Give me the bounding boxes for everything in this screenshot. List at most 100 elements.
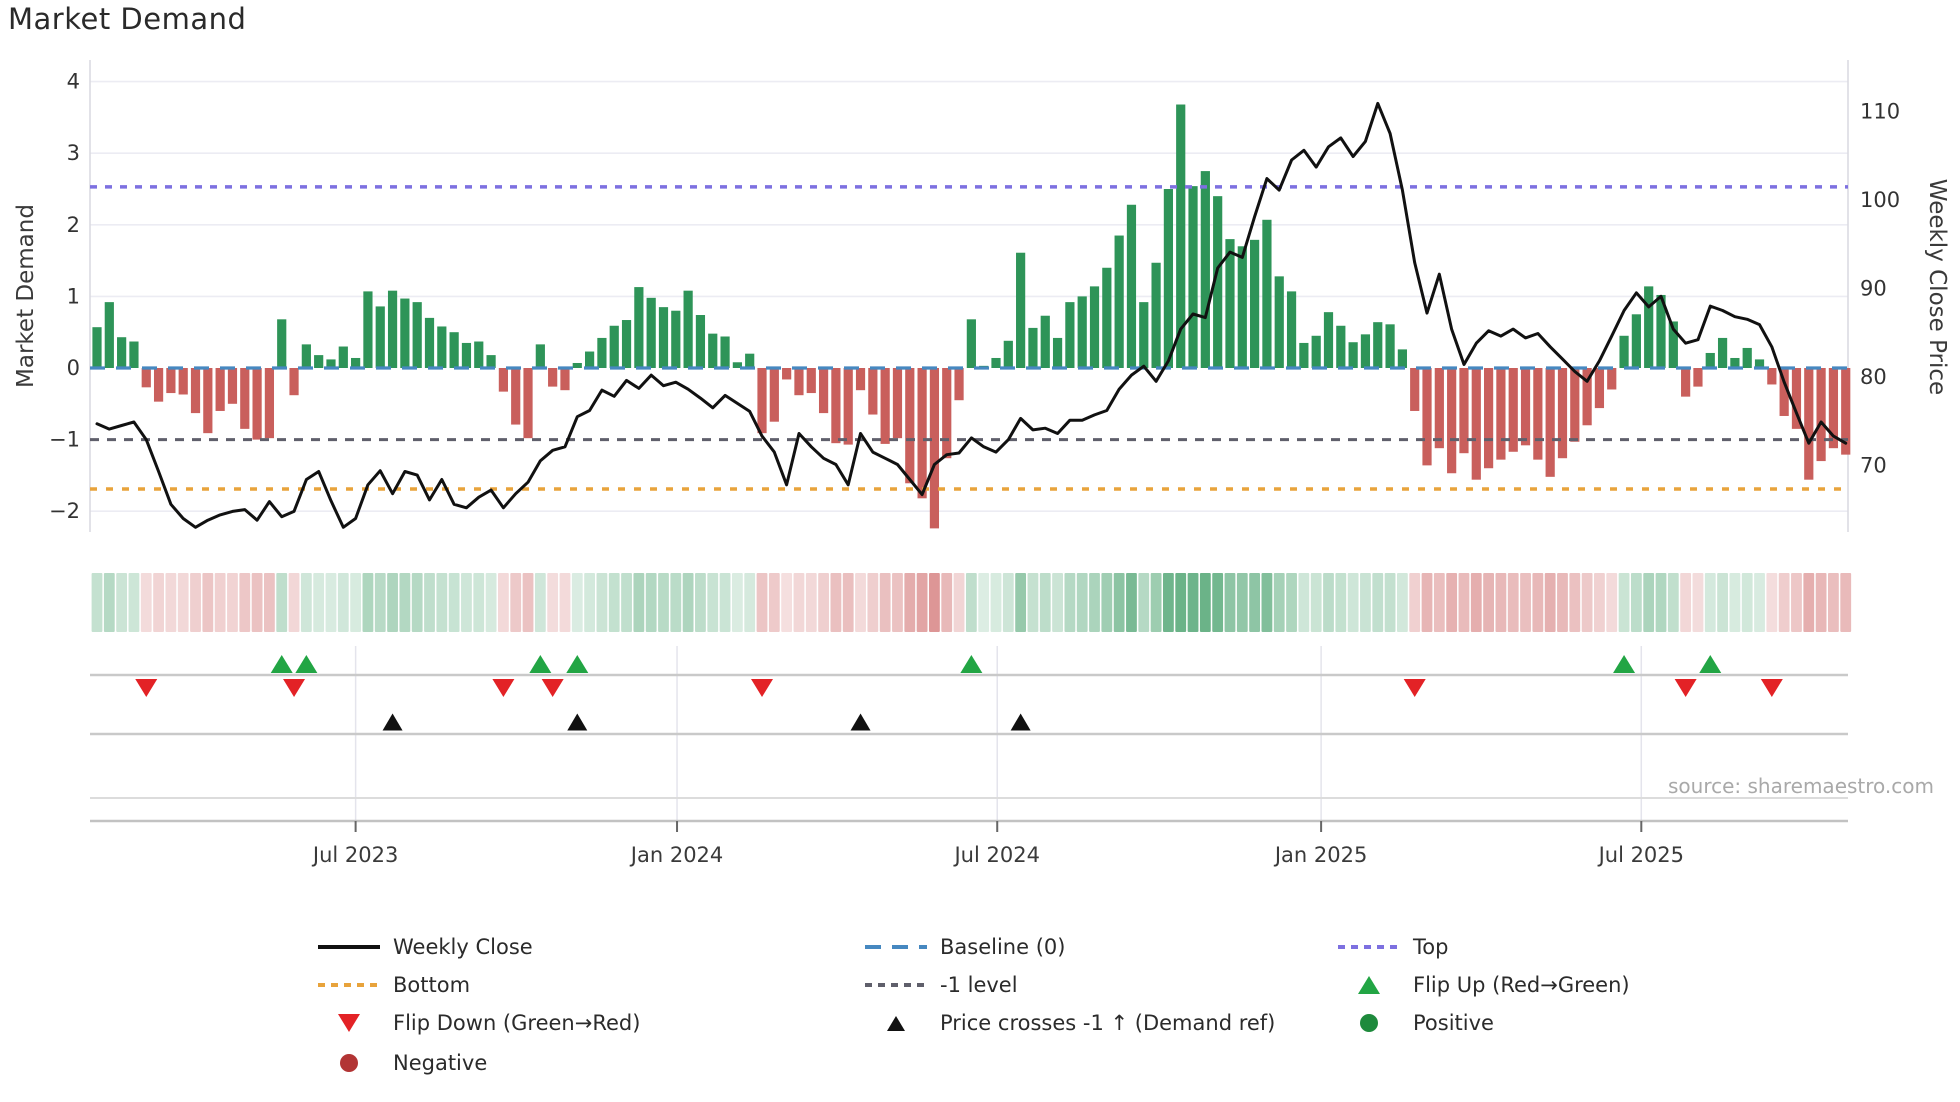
legend-label: Positive [1413,1011,1494,1035]
heatmap-cell [1840,573,1852,632]
demand-bar [708,333,718,368]
demand-bar [240,368,250,429]
heatmap-cell [990,573,1002,632]
legend-icon [318,1052,380,1074]
heatmap-cell [1409,573,1421,632]
demand-bar [1176,104,1186,369]
demand-bar [117,337,127,368]
demand-bar [745,353,755,368]
flip-up-icon [1358,976,1380,994]
heatmap-cell [953,573,965,632]
demand-bar [326,359,336,368]
demand-bar [1656,294,1666,368]
legend-icon [865,936,927,958]
demand-bar [646,297,656,368]
heatmap-cell [1113,573,1125,632]
demand-bar [1471,368,1481,480]
demand-bar [264,368,275,439]
demand-bar [523,368,533,439]
heatmap-cell [559,573,571,632]
heatmap-cell [1446,573,1458,632]
left-tick-label: 4 [67,70,80,94]
legend-item: Baseline (0) [865,934,1065,960]
heatmap-cell [978,573,990,632]
heatmap-cell [744,573,756,632]
demand-bar [831,368,841,444]
heatmap-cell [1815,573,1827,632]
demand-bar [1779,368,1789,416]
heatmap-cell [1532,573,1544,632]
demand-bar [868,368,878,415]
heatmap-cell [1101,573,1113,632]
demand-bar [621,320,632,368]
demand-bar [597,337,607,368]
marker-panels [90,646,1848,823]
heatmap-cell [1643,573,1655,632]
heatmap-cell [929,573,940,632]
heatmap-cell [1052,573,1063,632]
heatmap-cell [1039,573,1051,632]
left-tick-label: −1 [49,428,80,452]
demand-bar [1052,337,1063,368]
positive-dot-icon [1360,1014,1378,1032]
demand-bar [1594,368,1605,409]
heatmap-cell [300,573,312,632]
flip-up-markers [270,655,1722,673]
demand-bar [1717,337,1728,368]
demand-bar [1114,235,1124,368]
demand-bar [929,368,940,529]
flip-up-icon [1613,655,1636,673]
legend-icon [318,936,380,958]
demand-bar [1804,368,1814,480]
demand-bar [1791,368,1802,429]
demand-bar [917,368,927,499]
heatmap-cell [436,573,448,632]
heatmap-cell [658,573,669,632]
flip-down-icon [1674,679,1697,697]
demand-bar [1323,312,1334,368]
demand-bar [1077,296,1087,368]
heatmap-cell [670,573,682,632]
demand-bar [1520,368,1531,446]
heatmap-cell [1064,573,1076,632]
demand-bar [129,341,139,368]
heatmap-cell [1027,573,1039,632]
demand-bar [794,368,804,396]
demand-bar [1360,334,1371,368]
demand-bar [1200,171,1210,368]
demand-bar [1213,196,1223,368]
right-tick-label: 80 [1860,365,1887,389]
heatmap-cell [522,573,534,632]
heatmap-cell [904,573,916,632]
demand-bar [1163,189,1174,368]
demand-bar [671,310,681,368]
heatmap-cell [177,573,189,632]
legend-label: Negative [393,1051,488,1075]
heatmap-cell [251,573,263,632]
heatmap-cell [805,573,817,632]
price-cross-icon [850,713,871,731]
demand-bar [658,307,669,368]
demand-bar [769,368,779,422]
heatmap-cell [1273,573,1285,632]
heatmap-cell [1754,573,1765,632]
price-cross-markers [382,713,1031,731]
heatmap-cell [1163,573,1174,632]
price-cross-icon [887,1015,905,1031]
legend-icon [1338,974,1400,996]
heatmap-cell [855,573,866,632]
demand-bar [511,368,521,425]
demand-bar [843,368,853,445]
heatmap-cell [1741,573,1753,632]
bottom-dots-icon [318,983,380,987]
flip-down-icon [283,679,306,697]
demand-bar [732,362,742,368]
heatmap-cell [1187,573,1199,632]
negative-dot-icon [340,1054,358,1072]
heatmap-cell [1261,573,1273,632]
demand-bar [991,357,1001,368]
demand-bar [1767,368,1777,385]
demand-bar [1434,368,1444,449]
flip-down-markers [135,679,1783,697]
